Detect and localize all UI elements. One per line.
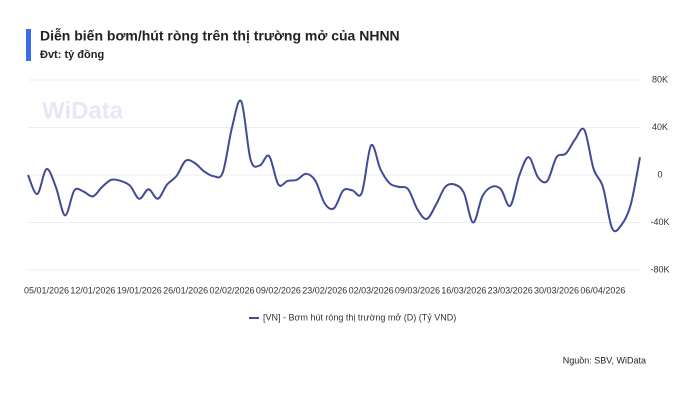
legend-label: [VN] - Bơm hút ròng thị trường mở (D) (T… xyxy=(263,312,456,322)
chart-subtitle: Đvt: tỷ đồng xyxy=(40,49,104,61)
y-tick-label: -80K xyxy=(650,264,669,274)
x-tick-label: 23/02/2026 xyxy=(302,285,347,295)
y-tick-label: -40K xyxy=(650,217,669,227)
x-tick-label: 23/03/2026 xyxy=(488,285,533,295)
y-tick-label: 40K xyxy=(652,122,668,132)
x-tick-label: 06/04/2026 xyxy=(580,285,625,295)
title-accent xyxy=(26,29,31,61)
x-tick-label: 12/01/2026 xyxy=(70,285,115,295)
series-line xyxy=(27,99,641,233)
y-tick-label: 0 xyxy=(657,169,662,179)
x-tick-label: 05/01/2026 xyxy=(24,285,69,295)
x-tick-label: 30/03/2026 xyxy=(534,285,579,295)
source: Nguồn: SBV, WiData xyxy=(563,355,646,365)
x-tick-label: 02/02/2026 xyxy=(209,285,254,295)
x-tick-label: 26/01/2026 xyxy=(163,285,208,295)
x-tick-label: 16/03/2026 xyxy=(441,285,486,295)
x-tick-label: 09/03/2026 xyxy=(395,285,440,295)
x-tick-label: 19/01/2026 xyxy=(117,285,162,295)
watermark: WiData xyxy=(42,97,124,124)
y-tick-label: 80K xyxy=(652,74,668,84)
x-tick-label: 09/02/2026 xyxy=(256,285,301,295)
x-tick-label: 02/03/2026 xyxy=(349,285,394,295)
chart-title: Diễn biến bơm/hút ròng trên thị trường m… xyxy=(40,28,400,44)
